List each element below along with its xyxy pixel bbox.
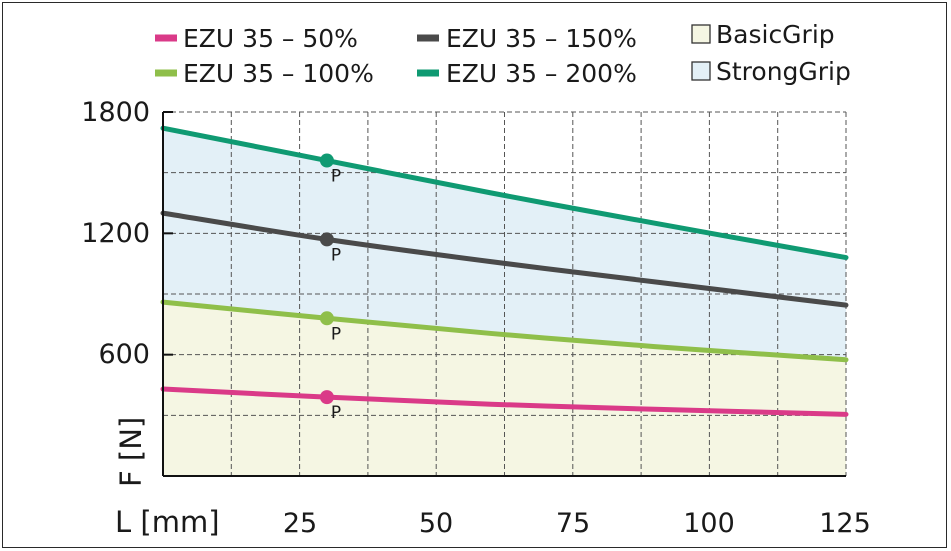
marker-label-3: P	[331, 245, 341, 265]
marker-point-4	[319, 153, 334, 168]
series-markers: P P P P	[319, 153, 341, 423]
legend: EZU 35 – 50% EZU 35 – 150% EZU 35 – 100%…	[155, 20, 851, 88]
legend-label-basicgrip: BasicGrip	[716, 20, 835, 49]
x-tick-50: 50	[419, 508, 453, 539]
y-tick-600: 600	[98, 339, 150, 370]
legend-item-s1: EZU 35 – 50%	[155, 24, 358, 53]
series-line-2	[160, 299, 849, 363]
legend-label-s3: EZU 35 – 100%	[183, 59, 374, 88]
y-axis-label: F [N]	[114, 417, 148, 487]
marker-label-2: P	[331, 324, 341, 344]
legend-label-s2: EZU 35 – 150%	[446, 24, 637, 53]
legend-swatch-basicgrip	[691, 24, 711, 44]
legend-label-s1: EZU 35 – 50%	[183, 24, 358, 53]
marker-label-4: P	[331, 167, 341, 187]
series-line-4	[160, 125, 849, 261]
x-tick-125: 125	[819, 508, 871, 539]
x-tick-75: 75	[556, 508, 590, 539]
y-tick-1800: 1800	[81, 97, 150, 128]
x-tick-25: 25	[283, 508, 317, 539]
legend-swatch-stronggrip	[691, 61, 711, 81]
marker-label-1: P	[331, 403, 341, 423]
x-tick-100: 100	[683, 508, 735, 539]
legend-item-s3: EZU 35 – 100%	[155, 59, 374, 88]
x-axis-label: L [mm]	[115, 505, 220, 539]
legend-item-basicgrip: BasicGrip	[691, 20, 835, 49]
y-tick-1200: 1200	[81, 218, 150, 249]
legend-label-s4: EZU 35 – 200%	[446, 59, 637, 88]
marker-point-1	[319, 390, 334, 405]
legend-item-stronggrip: StrongGrip	[691, 57, 851, 86]
legend-item-s2: EZU 35 – 150%	[417, 24, 637, 53]
region-basicgrip	[163, 302, 846, 476]
marker-point-2	[319, 311, 334, 326]
series-line-3	[160, 210, 849, 308]
marker-point-3	[319, 232, 334, 247]
legend-label-stronggrip: StrongGrip	[716, 57, 851, 86]
series-lines	[160, 125, 849, 417]
series-line-1	[160, 386, 849, 417]
legend-item-s4: EZU 35 – 200%	[417, 59, 637, 88]
